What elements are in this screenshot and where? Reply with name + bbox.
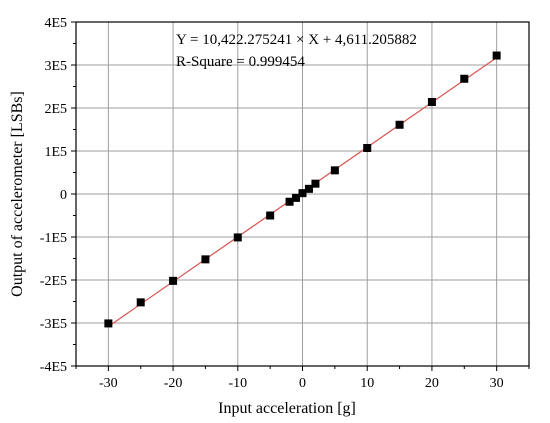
- axes: [71, 21, 530, 371]
- x-tick-label: -10: [228, 376, 247, 391]
- y-tick-label: 0: [60, 188, 67, 203]
- y-tick-label: 1E5: [44, 145, 67, 160]
- data-point: [266, 211, 275, 220]
- r-square-annotation: R-Square = 0.999454: [176, 54, 305, 70]
- fit-equation-annotation: Y = 10,422.275241 × X + 4,611.205882: [176, 32, 417, 48]
- data-point: [285, 197, 294, 206]
- data-point: [363, 143, 372, 152]
- y-tick-label: 3E5: [44, 59, 67, 74]
- data-point: [330, 166, 339, 175]
- data-point: [304, 184, 313, 193]
- data-point: [492, 51, 501, 60]
- y-axis-title: Output of accelerometer [LSBs]: [9, 91, 26, 297]
- data-point: [395, 120, 404, 129]
- y-tick-label: -1E5: [40, 231, 67, 246]
- data-point: [233, 233, 242, 242]
- data-point: [104, 319, 113, 328]
- y-tick-label: -3E5: [40, 317, 67, 332]
- y-tick-label: 4E5: [44, 16, 67, 31]
- x-tick-label: 30: [490, 376, 504, 391]
- x-axis-title: Input acceleration [g]: [218, 400, 356, 417]
- grid: [76, 22, 529, 366]
- x-tick-label: 10: [360, 376, 374, 391]
- data-point: [460, 74, 469, 83]
- y-tick-label: 2E5: [44, 102, 67, 117]
- x-tick-label: 0: [299, 376, 306, 391]
- data-point: [169, 276, 178, 285]
- data-point: [427, 97, 436, 106]
- tick-labels: -30 -20 -10 0 10 20 30 -4E5 -3E5 -2E5 -1E5 0 1E5 2E5 3…: [40, 16, 504, 391]
- data-point: [201, 255, 210, 264]
- x-tick-label: -30: [99, 376, 118, 391]
- y-tick-label: -2E5: [40, 274, 67, 289]
- data-point: [136, 298, 145, 307]
- x-tick-label: -20: [164, 376, 183, 391]
- data-point: [298, 189, 307, 198]
- data-points: [104, 51, 501, 328]
- y-tick-label: -4E5: [40, 360, 67, 375]
- x-tick-label: 20: [425, 376, 439, 391]
- plot-frame: [75, 21, 530, 367]
- data-point: [292, 193, 301, 202]
- data-point: [311, 179, 320, 188]
